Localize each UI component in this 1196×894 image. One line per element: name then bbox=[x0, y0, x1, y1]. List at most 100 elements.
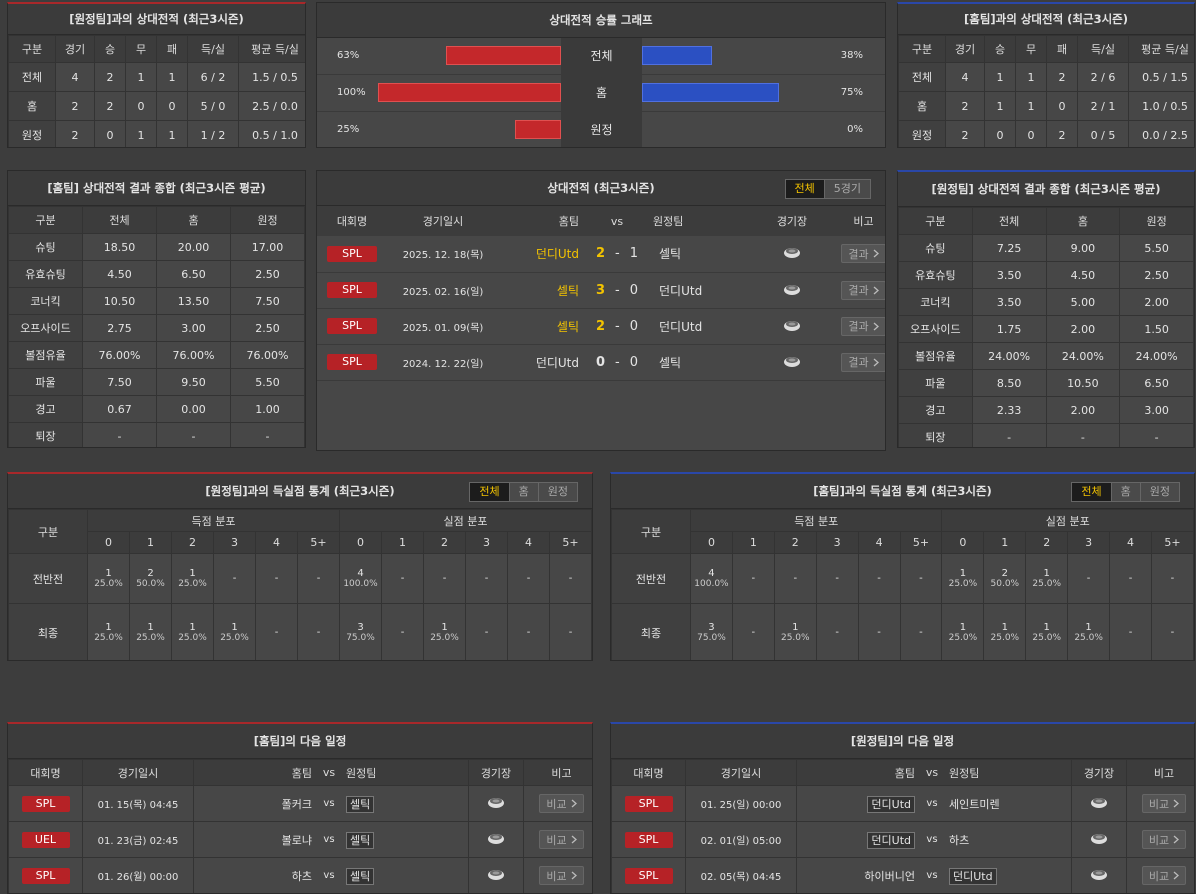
bucket-header: 1 bbox=[983, 531, 1027, 554]
bucket-header: 4 bbox=[507, 531, 550, 554]
count: 4 bbox=[708, 568, 715, 579]
cell: 1 / 2 bbox=[187, 120, 239, 147]
cell: 2 bbox=[94, 62, 126, 92]
stadium bbox=[468, 857, 524, 893]
left-label: 100% bbox=[337, 87, 366, 98]
away-team: 셀틱 bbox=[346, 867, 375, 885]
tab-group: 전체 홈 원정 bbox=[1071, 482, 1180, 502]
stadium bbox=[753, 236, 831, 272]
tab[interactable]: 홈 bbox=[1110, 483, 1140, 501]
count: 1 bbox=[105, 622, 112, 633]
cell: 3 75.0% bbox=[690, 603, 733, 660]
compare-button[interactable]: 비교 bbox=[1141, 830, 1187, 849]
cell: 2.33 bbox=[971, 396, 1047, 424]
cell: - bbox=[815, 603, 859, 660]
bucket-header: 1 bbox=[381, 531, 424, 554]
tab[interactable]: 전체 bbox=[785, 180, 824, 198]
column-header: 구분 bbox=[611, 509, 691, 554]
left-bar bbox=[378, 83, 561, 102]
row: 오프사이드 2.75 3.00 2.50 bbox=[8, 314, 305, 342]
icon-part bbox=[492, 835, 500, 839]
icon bbox=[1091, 798, 1107, 808]
league-badge: SPL bbox=[624, 795, 673, 812]
bucket-header: 2 bbox=[773, 531, 817, 554]
note: 결과 bbox=[831, 236, 885, 272]
column-header: 원정팀 bbox=[949, 759, 1072, 786]
cell: - bbox=[857, 603, 901, 660]
cell: 13.50 bbox=[156, 287, 231, 315]
table-host: 대회명 경기일시 홈팀 vs 원정팀 경기장 비고 SPL 2025. 12. 18(목) 던디U… bbox=[317, 206, 885, 381]
result-button[interactable]: 결과 bbox=[841, 352, 885, 372]
row: 경고 2.33 2.00 3.00 bbox=[898, 396, 1194, 424]
date: 01. 26(월) 00:00 bbox=[82, 857, 194, 893]
button-text: 결과 bbox=[848, 247, 869, 261]
stadium bbox=[468, 785, 524, 822]
home-goals-panel: [홈팀]과의 득실점 통계 (최근3시즌) 전체 홈 원정 구분 득점 분포 실점 분포 0 1… bbox=[610, 472, 1195, 661]
away-next-panel: [원정팀]의 다음 일정 대회명 경기일시 홈팀 vs 원정팀 경기장 비고 SPL 01. 25… bbox=[610, 722, 1195, 894]
column-header: 구분 bbox=[8, 35, 56, 63]
tab[interactable]: 전체 bbox=[470, 483, 509, 501]
cell: 24.00% bbox=[1119, 342, 1194, 370]
compare-button[interactable]: 비교 bbox=[539, 794, 584, 813]
cell: - bbox=[213, 553, 256, 604]
result-button[interactable]: 결과 bbox=[841, 316, 885, 336]
icon-part bbox=[873, 286, 879, 294]
result-button[interactable]: 결과 bbox=[841, 244, 885, 264]
row-label: 오프사이드 bbox=[898, 315, 973, 343]
cell: 1 bbox=[984, 62, 1016, 92]
row: 퇴장 - - - bbox=[898, 423, 1194, 447]
cell: - bbox=[815, 553, 859, 604]
header-row: 구분 득점 분포 실점 분포 bbox=[611, 509, 1194, 554]
stadium bbox=[753, 272, 831, 308]
icon bbox=[873, 286, 879, 294]
table-host: 구분 경기 승 무 패 득/실 평균 득/실 전체 4 1 1 2 2 / 6 0.5 / 1.5 홈 2 1 1… bbox=[898, 35, 1194, 147]
cell: - bbox=[507, 553, 550, 604]
score-sep: - bbox=[615, 318, 620, 334]
tab[interactable]: 전체 bbox=[1072, 483, 1111, 501]
away-team: 던디Utd bbox=[659, 283, 703, 298]
cell: 2.50 bbox=[230, 260, 305, 288]
cell: - bbox=[1109, 553, 1152, 604]
column-header: 경기 bbox=[55, 35, 95, 63]
panel-title: [홈팀]의 다음 일정 bbox=[8, 724, 592, 759]
cell: 3.00 bbox=[156, 314, 231, 342]
cell: 2 bbox=[1046, 62, 1078, 92]
icon-part bbox=[873, 322, 879, 330]
league-cell: SPL bbox=[317, 272, 387, 308]
percent: 25.0% bbox=[178, 579, 207, 589]
result-button[interactable]: 결과 bbox=[841, 280, 885, 300]
cell: - bbox=[255, 553, 298, 604]
tab[interactable]: 5경기 bbox=[823, 180, 870, 198]
tab[interactable]: 원정 bbox=[537, 483, 577, 501]
compare-button[interactable]: 비교 bbox=[539, 830, 584, 849]
tab[interactable]: 원정 bbox=[1139, 483, 1179, 501]
bucket-header: 5+ bbox=[297, 531, 340, 554]
icon-part bbox=[873, 358, 879, 366]
icon-part bbox=[571, 871, 577, 880]
count: - bbox=[835, 573, 839, 584]
row-label: 전반전 bbox=[8, 553, 88, 604]
count: - bbox=[568, 573, 573, 584]
cell: 2 bbox=[1046, 120, 1078, 147]
column-header: 대회명 bbox=[8, 759, 83, 786]
row-label: 홈 bbox=[898, 91, 946, 121]
cell: - bbox=[156, 422, 231, 447]
row: 원정 2 0 1 1 1 / 2 0.5 / 1.0 bbox=[8, 120, 305, 147]
percent: 50.0% bbox=[136, 579, 165, 589]
count: - bbox=[751, 573, 756, 584]
compare-button[interactable]: 비교 bbox=[1141, 866, 1187, 885]
column-header: 전체 bbox=[971, 207, 1047, 235]
score: 2-0 bbox=[585, 308, 649, 344]
away-score: 1 bbox=[629, 246, 639, 262]
cell: - bbox=[1067, 553, 1111, 604]
tab-group: 전체 홈 원정 bbox=[469, 482, 578, 502]
compare-button[interactable]: 비교 bbox=[1141, 794, 1187, 813]
percent: 75.0% bbox=[346, 633, 375, 643]
note: 결과 bbox=[831, 272, 885, 308]
tab[interactable]: 홈 bbox=[508, 483, 538, 501]
column-header: 전체 bbox=[82, 206, 157, 234]
percent: 25.0% bbox=[780, 633, 810, 643]
cell: - bbox=[82, 422, 157, 447]
compare-button[interactable]: 비교 bbox=[539, 866, 584, 885]
column-header: 평균 득/실 bbox=[238, 35, 305, 63]
